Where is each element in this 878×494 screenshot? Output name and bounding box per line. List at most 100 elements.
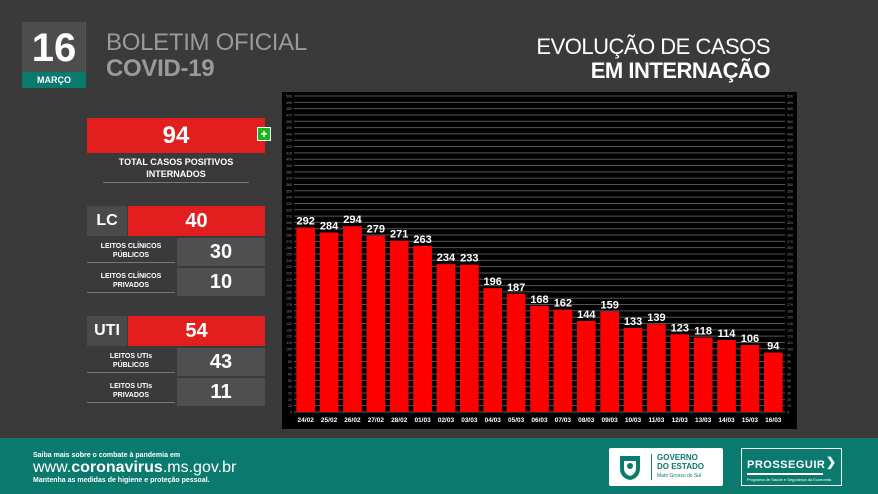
gov-line2: DO ESTADO (657, 462, 704, 471)
y-tick-label-left: 230 (286, 265, 292, 269)
y-tick-label-left: 220 (286, 271, 292, 275)
data-label: 233 (460, 253, 478, 265)
y-tick-label-right: 420 (787, 145, 793, 149)
gov-line3: Mato Grosso do Sul (657, 473, 702, 479)
lc-tag: LC (87, 206, 127, 236)
y-tick-label-right: 430 (787, 139, 793, 143)
x-tick-label: 09/03 (602, 417, 619, 424)
y-tick-label-right: 490 (787, 101, 793, 105)
y-tick-label-left: 440 (286, 132, 292, 136)
uti-value: 54 (128, 316, 265, 346)
y-tick-label-right: 460 (787, 120, 793, 124)
y-tick-label-right: 10 (787, 404, 791, 408)
y-tick-label-left: 120 (286, 335, 292, 339)
y-tick-label-right: 160 (787, 309, 793, 313)
bar (693, 337, 713, 412)
plus-icon: + (257, 127, 271, 141)
y-tick-label-left: 410 (286, 151, 292, 155)
y-tick-label-left: 500 (286, 95, 292, 99)
y-tick-label-right: 120 (787, 335, 793, 339)
y-tick-label-left: 330 (286, 202, 292, 206)
y-tick-label-left: 400 (286, 158, 292, 162)
uti-public-value: 43 (177, 348, 265, 376)
y-tick-label-right: 500 (787, 95, 793, 99)
bar (623, 327, 643, 412)
y-tick-label-left: 310 (286, 215, 292, 219)
y-tick-label-right: 260 (787, 246, 793, 250)
y-tick-label-left: 190 (286, 290, 292, 294)
y-tick-label-left: 280 (286, 234, 292, 238)
y-tick-label-right: 330 (787, 202, 793, 206)
footer-url[interactable]: www.coronavirus.ms.gov.br (33, 459, 236, 477)
y-tick-label-left: 270 (286, 240, 292, 244)
y-tick-label-right: 370 (787, 177, 793, 181)
date-day: 16 (31, 26, 77, 70)
y-tick-label-left: 100 (286, 347, 292, 351)
uti-private-label: LEITOS UTIs PRIVADOS (87, 382, 175, 403)
data-label: 159 (600, 300, 618, 312)
prosseguir-subtitle: Programa de Saúde e Segurança da Economi… (747, 477, 832, 482)
y-tick-label-left: 10 (288, 404, 292, 408)
y-tick-label-right: 130 (787, 328, 793, 332)
y-tick-label-right: 380 (787, 170, 793, 174)
bar (647, 324, 666, 412)
y-tick-label-left: 40 (288, 385, 292, 389)
y-tick-label-right: 270 (787, 240, 793, 244)
y-tick-label-left: 210 (286, 278, 292, 282)
uti-private-value: 11 (177, 378, 265, 406)
y-tick-label-left: 480 (286, 107, 292, 111)
y-tick-label-left: 180 (286, 297, 292, 301)
bar-chart-svg: 0 0 10 10 20 20 30 30 40 40 50 50 60 60 70 70 80 80 90 90 10… (282, 92, 797, 429)
chart-title-line1: EVOLUÇÃO DE CASOS (536, 34, 770, 59)
y-tick-label-right: 170 (787, 303, 793, 307)
y-tick-label-left: 320 (286, 208, 292, 212)
bar (389, 240, 409, 412)
x-tick-label: 11/03 (648, 417, 664, 424)
y-tick-label-left: 240 (286, 259, 292, 263)
x-tick-label: 04/03 (485, 417, 502, 424)
y-tick-label-right: 350 (787, 189, 793, 193)
y-tick-label-right: 310 (787, 215, 793, 219)
footer-intro: Saiba mais sobre o combate à pandemia em (33, 452, 181, 459)
y-tick-label-right: 150 (787, 316, 793, 320)
y-tick-label-left: 340 (286, 196, 292, 200)
x-tick-label: 28/02 (391, 417, 408, 424)
y-tick-label-right: 230 (787, 265, 793, 269)
x-tick-label: 24/02 (298, 417, 315, 424)
y-tick-label-right: 240 (787, 259, 793, 263)
y-tick-label-right: 480 (787, 107, 793, 111)
bar (717, 339, 736, 412)
y-tick-label-right: 90 (787, 354, 791, 358)
x-tick-label: 15/03 (742, 417, 759, 424)
lc-public-label-line1: LEITOS CLÍNICOS (100, 243, 162, 250)
bar (600, 311, 619, 412)
lc-public-label-line2: PÚBLICOS (112, 252, 150, 259)
x-tick-label: 25/02 (321, 417, 338, 424)
data-label: 162 (554, 298, 572, 310)
uti-public-label-line1: LEITOS UTIs (109, 353, 153, 360)
y-tick-label-right: 20 (787, 398, 791, 402)
chevron-right-icon: ❯ (826, 455, 837, 469)
y-tick-label-left: 290 (286, 227, 292, 231)
date-badge: 16 MARÇO (22, 22, 86, 88)
bar (483, 288, 503, 412)
total-value: 94 (87, 118, 265, 153)
total-label-line2: INTERNADOS (146, 169, 206, 179)
y-tick-label-left: 90 (288, 354, 292, 358)
x-tick-label: 02/03 (438, 417, 455, 424)
y-tick-label-right: 320 (787, 208, 793, 212)
x-tick-label: 06/03 (531, 417, 548, 424)
date-month: MARÇO (22, 72, 86, 88)
uti-public-label: LEITOS UTIs PÚBLICOS (87, 352, 175, 373)
data-label: 294 (343, 214, 362, 226)
data-label: 106 (741, 333, 759, 345)
data-label: 168 (530, 294, 548, 306)
data-label: 118 (694, 325, 712, 337)
bar (460, 264, 479, 412)
y-tick-label-left: 0 (290, 411, 292, 415)
y-tick-label-right: 360 (787, 183, 793, 187)
x-tick-label: 07/03 (555, 417, 572, 424)
bar (366, 235, 386, 412)
y-tick-label-right: 190 (787, 290, 793, 294)
y-tick-label-left: 420 (286, 145, 292, 149)
